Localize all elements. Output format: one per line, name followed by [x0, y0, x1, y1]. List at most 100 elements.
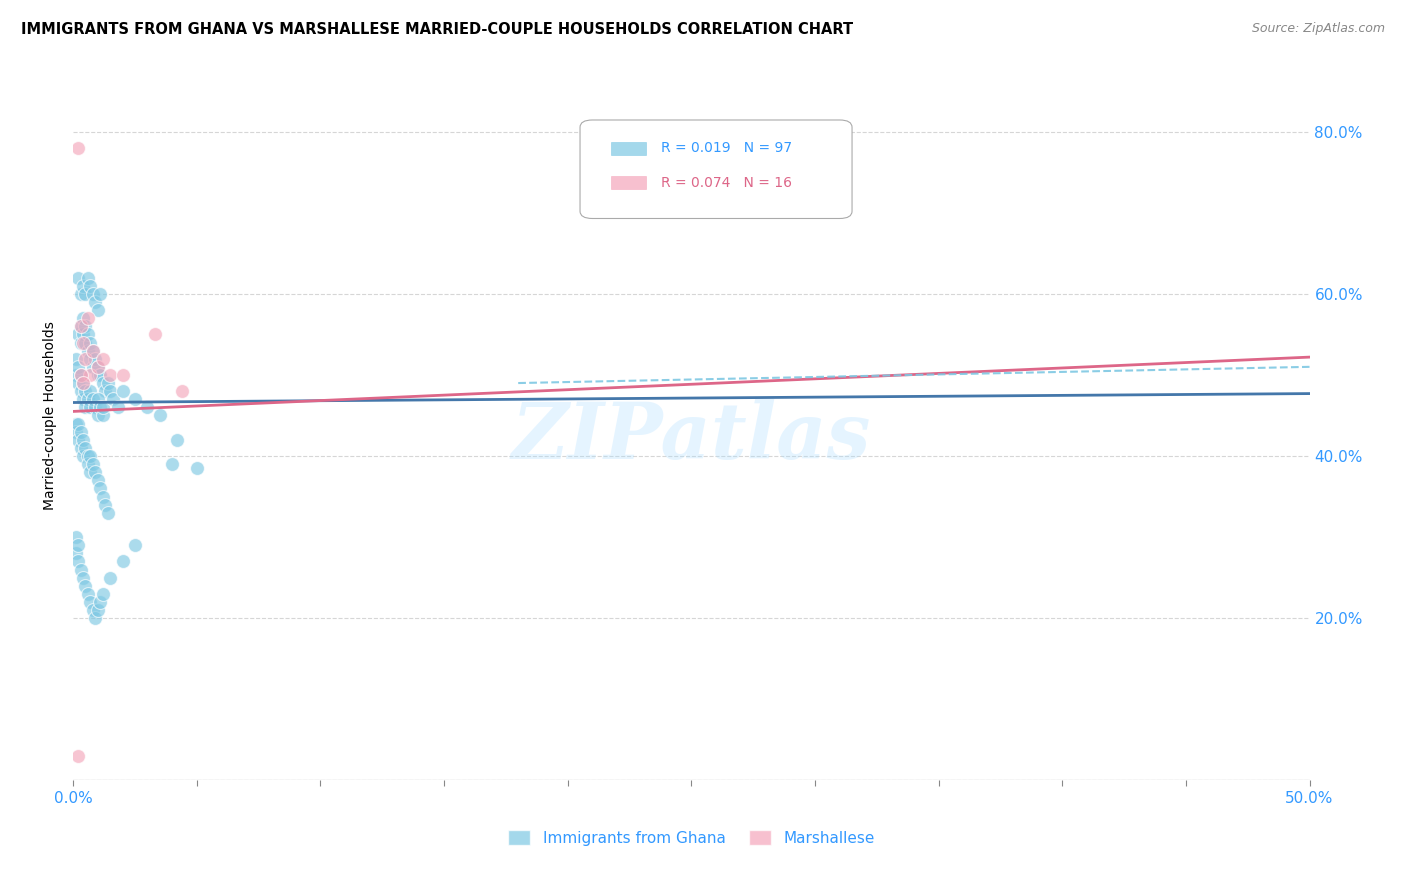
Point [69, 368, 91, 382]
Point [149, 409, 172, 423]
Point [82, 343, 104, 358]
Point [69, 319, 91, 334]
Point [91, 490, 114, 504]
Point [89, 595, 111, 609]
Point [69, 319, 91, 334]
Point [91, 409, 114, 423]
Point [77, 449, 100, 463]
Text: R = 0.074   N = 16: R = 0.074 N = 16 [661, 176, 792, 190]
Point [97, 376, 120, 390]
Point [91, 401, 114, 415]
Point [84, 401, 107, 415]
Point [75, 319, 97, 334]
Point [72, 392, 94, 407]
Point [79, 351, 101, 366]
Y-axis label: Married-couple Households: Married-couple Households [44, 321, 58, 510]
Point [82, 286, 104, 301]
Point [101, 392, 124, 407]
Point [65, 530, 87, 544]
Point [79, 278, 101, 293]
Point [89, 286, 111, 301]
Point [84, 611, 107, 625]
Point [67, 327, 90, 342]
Point [75, 286, 97, 301]
Point [72, 311, 94, 326]
Point [72, 433, 94, 447]
Point [77, 327, 100, 342]
Point [98, 368, 121, 382]
Point [72, 335, 94, 350]
Point [89, 368, 111, 382]
Point [91, 351, 114, 366]
Point [69, 384, 91, 399]
Point [75, 441, 97, 455]
Point [72, 327, 94, 342]
Point [72, 376, 94, 390]
Point [79, 335, 101, 350]
Point [77, 392, 100, 407]
Point [79, 368, 101, 382]
Point [69, 335, 91, 350]
Point [72, 571, 94, 585]
Point [91, 376, 114, 390]
Point [75, 351, 97, 366]
Point [75, 384, 97, 399]
Point [69, 286, 91, 301]
Point [75, 579, 97, 593]
Point [84, 351, 107, 366]
Text: IMMIGRANTS FROM GHANA VS MARSHALLESE MARRIED-COUPLE HOUSEHOLDS CORRELATION CHART: IMMIGRANTS FROM GHANA VS MARSHALLESE MAR… [21, 22, 853, 37]
Legend: Immigrants from Ghana, Marshallese: Immigrants from Ghana, Marshallese [508, 830, 875, 846]
Text: Source: ZipAtlas.com: Source: ZipAtlas.com [1251, 22, 1385, 36]
Point [79, 465, 101, 479]
Point [87, 409, 110, 423]
Point [111, 384, 134, 399]
Point [111, 368, 134, 382]
Point [77, 270, 100, 285]
Point [67, 376, 90, 390]
Point [67, 417, 90, 431]
Point [69, 441, 91, 455]
Point [79, 449, 101, 463]
Point [186, 461, 208, 475]
Point [82, 359, 104, 374]
FancyBboxPatch shape [612, 142, 647, 155]
Point [160, 457, 183, 471]
Point [170, 384, 193, 399]
Point [69, 425, 91, 439]
Point [67, 748, 90, 763]
Point [94, 384, 117, 399]
Point [87, 392, 110, 407]
Point [79, 384, 101, 399]
Point [72, 449, 94, 463]
Text: R = 0.019   N = 97: R = 0.019 N = 97 [661, 142, 792, 155]
Point [94, 498, 117, 512]
Point [98, 571, 121, 585]
Point [89, 482, 111, 496]
Point [72, 278, 94, 293]
Point [82, 343, 104, 358]
Point [75, 335, 97, 350]
Point [67, 359, 90, 374]
Point [82, 392, 104, 407]
Point [75, 401, 97, 415]
Point [136, 401, 159, 415]
Point [77, 587, 100, 601]
Point [82, 457, 104, 471]
Point [124, 392, 146, 407]
Point [107, 401, 129, 415]
Point [143, 327, 166, 342]
Point [87, 303, 110, 318]
Point [111, 554, 134, 568]
Point [87, 473, 110, 487]
Point [65, 417, 87, 431]
Point [79, 595, 101, 609]
Point [65, 368, 87, 382]
Point [65, 546, 87, 560]
Point [89, 401, 111, 415]
Point [77, 457, 100, 471]
Point [79, 401, 101, 415]
Point [69, 562, 91, 576]
Text: ZIPatlas: ZIPatlas [512, 399, 870, 475]
Point [77, 311, 100, 326]
Point [91, 587, 114, 601]
